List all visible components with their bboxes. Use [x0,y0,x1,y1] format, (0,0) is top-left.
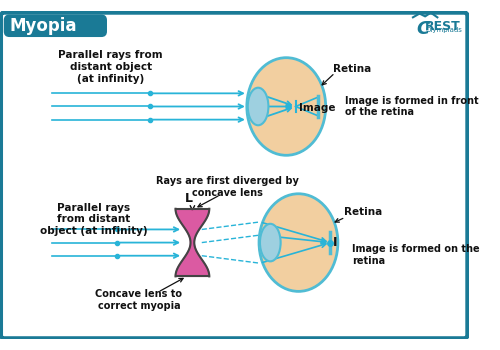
Text: Image is formed on the
retina: Image is formed on the retina [352,244,480,266]
Text: L: L [184,192,192,205]
Ellipse shape [247,58,326,155]
Text: Retina: Retina [344,206,382,217]
Text: Parallel rays
from distant
object (at infinity): Parallel rays from distant object (at in… [40,203,148,236]
Text: C: C [416,20,430,38]
Text: Parallel rays from
distant object
(at infinity): Parallel rays from distant object (at in… [58,50,163,84]
Ellipse shape [248,88,268,125]
Text: Rays are first diverged by
concave lens: Rays are first diverged by concave lens [156,176,298,198]
Text: Myopia: Myopia [10,17,77,35]
Ellipse shape [260,224,280,261]
Text: Image is formed in front
of the retina: Image is formed in front of the retina [346,96,479,117]
Ellipse shape [259,194,338,292]
Text: Olympiads: Olympiads [425,27,462,33]
Text: I: I [333,236,338,249]
Polygon shape [176,209,210,276]
Text: Retina: Retina [333,64,372,74]
FancyBboxPatch shape [1,13,468,338]
FancyBboxPatch shape [4,14,107,37]
Text: REST: REST [425,20,461,33]
Text: Concave lens to
correct myopia: Concave lens to correct myopia [96,289,182,310]
Text: Image: Image [300,103,336,113]
